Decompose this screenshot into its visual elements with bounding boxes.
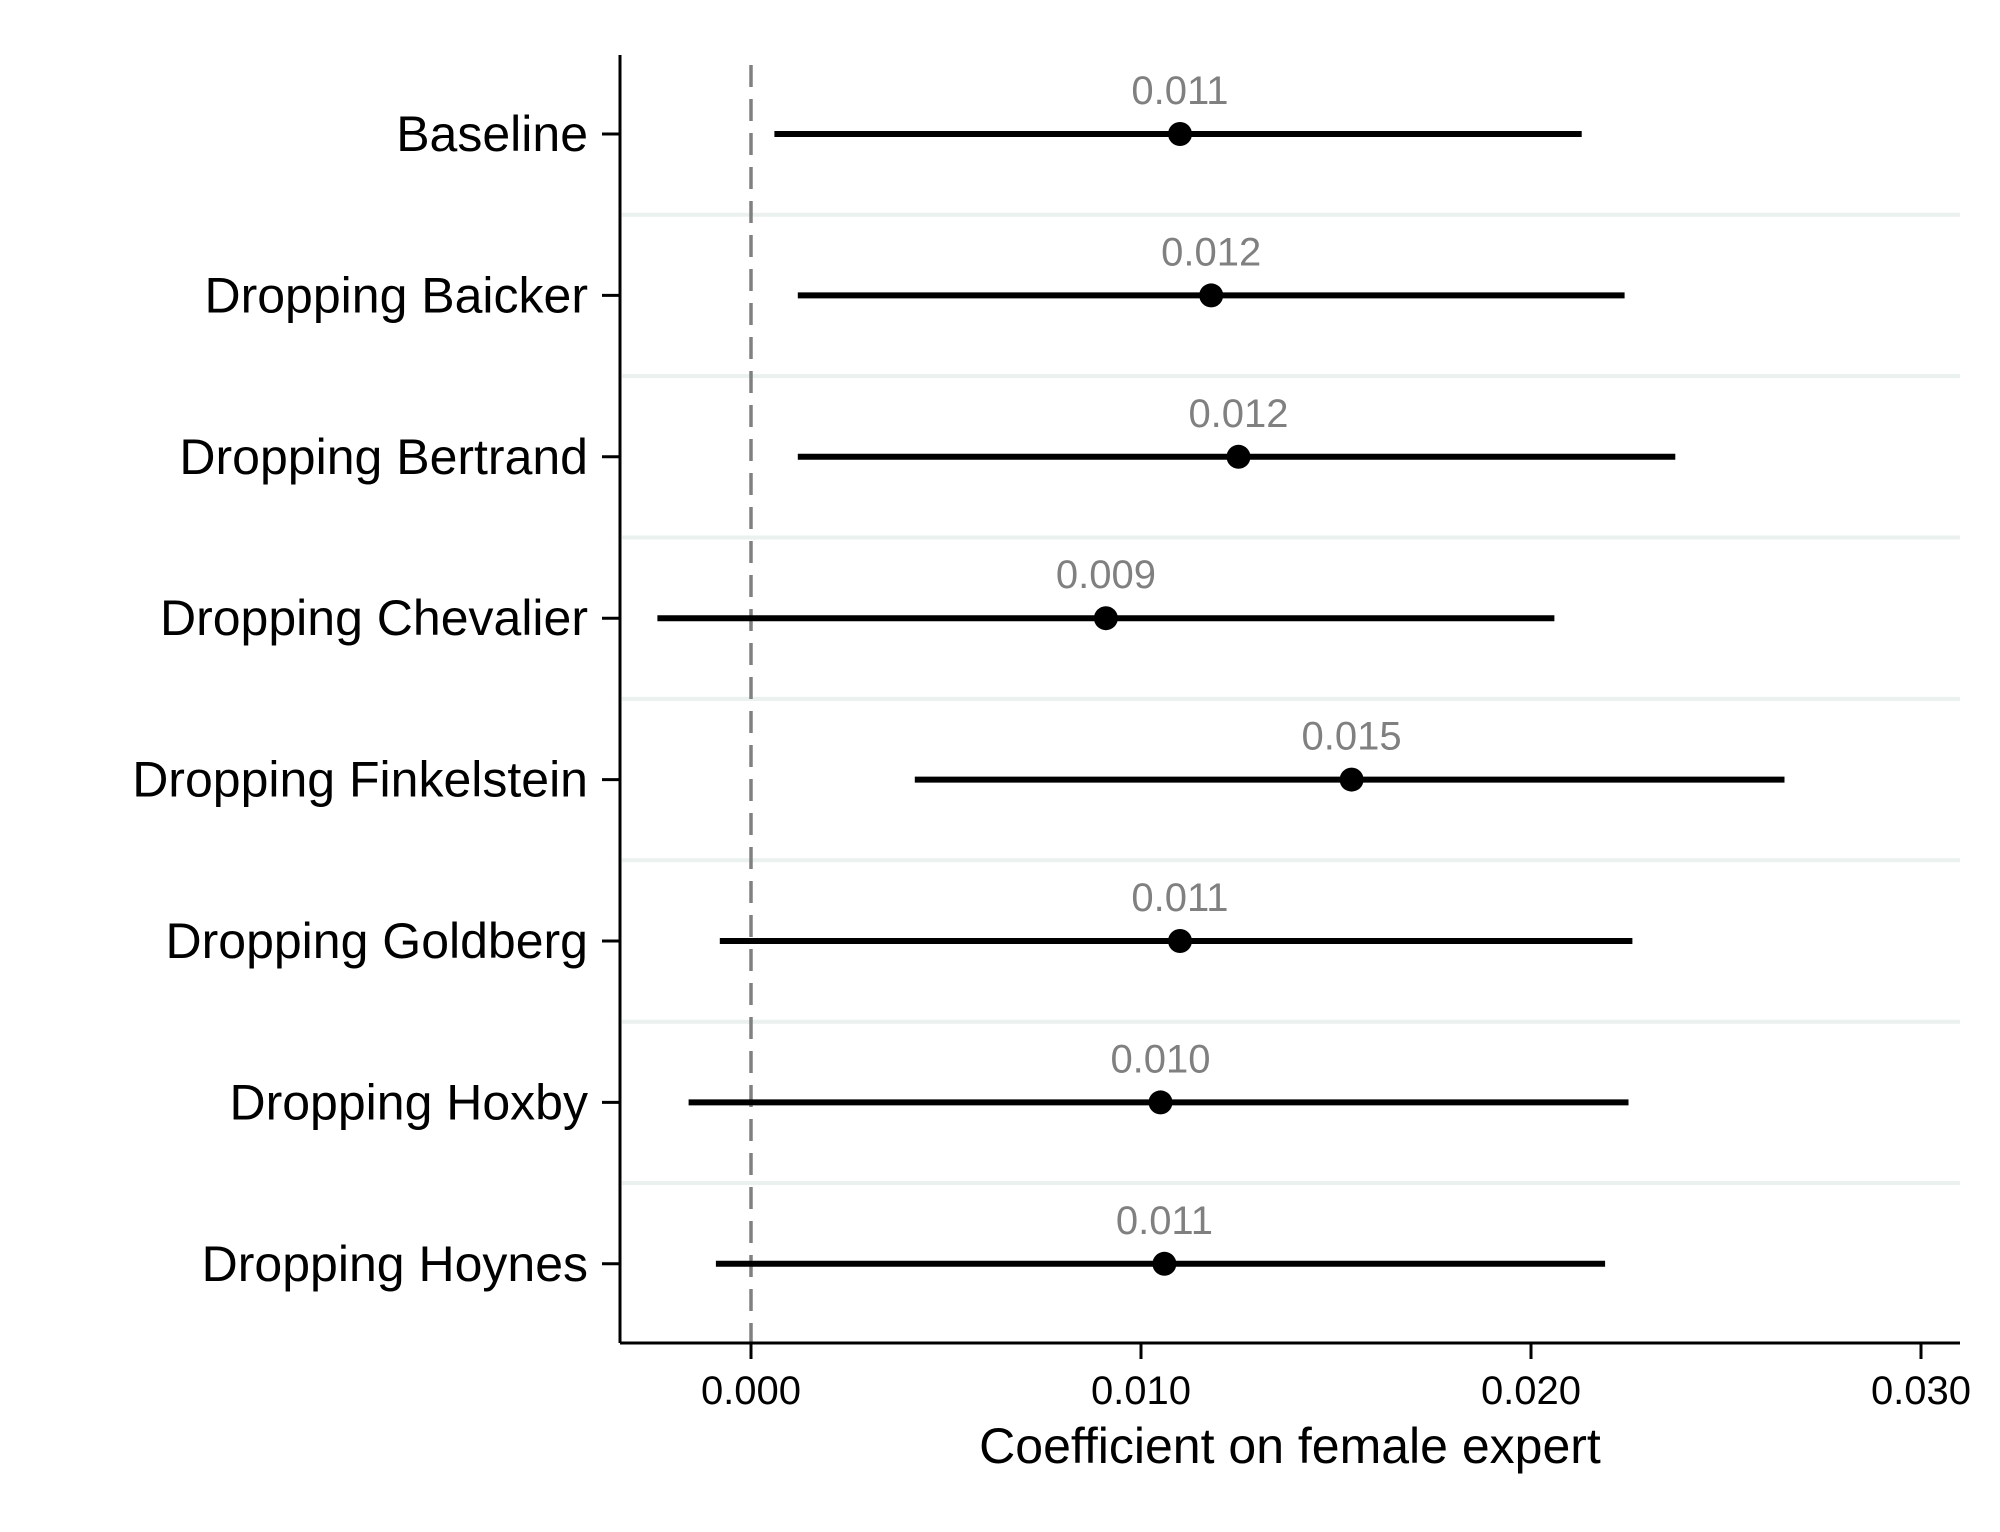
x-tick-label: 0.010 bbox=[1091, 1369, 1191, 1413]
value-label: 0.009 bbox=[1056, 553, 1156, 597]
point-estimates bbox=[1093, 122, 1364, 1276]
point-estimate bbox=[1093, 606, 1118, 631]
category-label: Baseline bbox=[396, 106, 588, 162]
category-label: Dropping Finkelstein bbox=[132, 752, 588, 808]
point-estimate bbox=[1168, 122, 1192, 146]
category-label: Dropping Goldberg bbox=[166, 913, 589, 969]
x-tick-label: 0.000 bbox=[701, 1369, 801, 1413]
value-label: 0.012 bbox=[1188, 392, 1288, 436]
point-estimate bbox=[1199, 283, 1224, 308]
x-tick-label: 0.030 bbox=[1871, 1369, 1971, 1413]
point-estimate bbox=[1168, 929, 1192, 953]
category-label: Dropping Chevalier bbox=[160, 590, 588, 646]
x-axis-title: Coefficient on female expert bbox=[979, 1418, 1601, 1474]
value-label: 0.012 bbox=[1161, 230, 1261, 274]
category-label: Dropping Hoxby bbox=[229, 1074, 588, 1130]
value-label: 0.015 bbox=[1302, 715, 1402, 759]
point-estimate bbox=[1226, 444, 1251, 469]
point-estimate bbox=[1148, 1090, 1173, 1115]
labels: 0.000 0.010 0.020 0.030 Baseline 0.011 Droppin… bbox=[132, 69, 1971, 1413]
value-label: 0.011 bbox=[1131, 876, 1228, 920]
point-estimate bbox=[1152, 1251, 1177, 1276]
value-label: 0.010 bbox=[1110, 1037, 1210, 1081]
category-label: Dropping Baicker bbox=[204, 267, 588, 323]
value-label: 0.011 bbox=[1116, 1199, 1213, 1243]
value-label: 0.011 bbox=[1131, 69, 1228, 113]
gridlines bbox=[622, 212, 1960, 1186]
category-label: Dropping Bertrand bbox=[179, 429, 588, 485]
point-estimate bbox=[1339, 767, 1364, 792]
axes bbox=[602, 55, 1960, 1359]
x-tick-label: 0.020 bbox=[1481, 1369, 1581, 1413]
category-label: Dropping Hoynes bbox=[202, 1236, 588, 1292]
